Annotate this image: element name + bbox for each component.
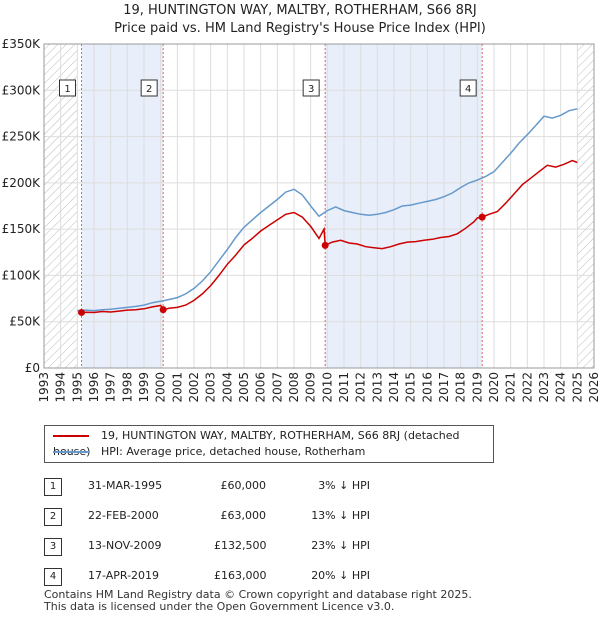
x-tick-label: 2009	[304, 372, 318, 403]
series-line-hpi	[77, 108, 578, 312]
sale-label-box	[459, 79, 477, 97]
x-tick-label: 1993	[37, 372, 51, 403]
y-tick-label: £300K	[2, 83, 42, 97]
x-tick-label: 2015	[404, 372, 418, 403]
x-tick-label: 1996	[87, 372, 101, 403]
x-tick-label: 1995	[70, 372, 84, 403]
x-tick-label: 2008	[287, 372, 301, 403]
x-tick-label: 2004	[220, 372, 234, 403]
sale-date: 17-APR-2019	[88, 569, 160, 582]
sale-point	[159, 306, 167, 314]
x-tick-label: 2017	[437, 372, 451, 403]
legend-label-hpi: HPI: Average price, detached house, Roth…	[101, 445, 366, 458]
x-tick-label: 2014	[387, 372, 401, 403]
y-tick-label: £200K	[2, 176, 42, 190]
x-tick-label: 2011	[337, 372, 351, 403]
table-row: 4 17-APR-2019 £163,000 20% ↓ HPI	[44, 564, 484, 594]
sale-price: £60,000	[220, 479, 267, 492]
table-row: 2 22-FEB-2000 £63,000 13% ↓ HPI	[44, 504, 484, 534]
x-tick-label: 2001	[170, 372, 184, 403]
sale-number-badge: 2	[44, 508, 62, 526]
legend-label-property: 19, HUNTINGTON WAY, MALTBY, ROTHERHAM, S…	[53, 429, 460, 458]
x-tick-label: 1998	[120, 372, 134, 403]
hatched-period	[577, 44, 594, 368]
x-tick-label: 2021	[504, 372, 518, 403]
sale-date: 31-MAR-1995	[88, 479, 163, 492]
x-tick-label: 2006	[254, 372, 268, 403]
chart-svg: £0 £50K £100K £150K £200K £250K £300K £350K 1993…	[2, 37, 600, 403]
x-tick-label: 2024	[554, 372, 568, 403]
sale-point	[78, 308, 85, 316]
footer-licence: This data is licensed under the Open Gov…	[44, 600, 395, 613]
sale-label-number: 4	[465, 84, 471, 95]
x-tick-label: 2016	[420, 372, 434, 403]
sale-point	[321, 241, 329, 249]
table-row: 1 31-MAR-1995 £60,000 3% ↓ HPI	[44, 474, 484, 504]
sale-label-number: 1	[64, 84, 70, 95]
sale-label-box	[59, 79, 76, 97]
sale-label-box	[302, 79, 320, 97]
x-tick-label: 2000	[154, 372, 168, 403]
sale-point	[478, 213, 486, 221]
sale-date: 13-NOV-2009	[88, 539, 162, 552]
sale-price: £63,000	[220, 509, 267, 522]
sale-hpi-diff: 13% ↓ HPI	[311, 509, 370, 522]
legend-swatch-hpi	[53, 451, 89, 453]
legend-item-property: 19, HUNTINGTON WAY, MALTBY, ROTHERHAM, S…	[53, 428, 493, 458]
plot-frame	[43, 43, 595, 369]
sales-table: 1 31-MAR-1995 £60,000 3% ↓ HPI 2 22-FEB-…	[44, 474, 484, 594]
sale-date: 22-FEB-2000	[88, 509, 159, 522]
x-tick-label: 2019	[470, 372, 484, 403]
x-tick-label: 2025	[570, 372, 584, 403]
x-tick-label: 2020	[487, 372, 501, 403]
x-tick-label: 2026	[587, 372, 600, 403]
x-tick-label: 1994	[54, 372, 68, 403]
sale-price: £132,500	[214, 539, 267, 552]
sale-hpi-diff: 23% ↓ HPI	[311, 539, 370, 552]
legend-item-hpi: HPI: Average price, detached house, Roth…	[53, 444, 365, 460]
table-row: 3 13-NOV-2009 £132,500 23% ↓ HPI	[44, 534, 484, 564]
x-tick-label: 2010	[320, 372, 334, 403]
x-tick-label: 2022	[520, 372, 534, 403]
x-tick-label: 2003	[204, 372, 218, 403]
footer-copyright: Contains HM Land Registry data © Crown c…	[44, 588, 472, 601]
x-tick-label: 1997	[104, 372, 118, 403]
sale-hpi-diff: 20% ↓ HPI	[311, 569, 370, 582]
y-tick-label: £150K	[2, 222, 42, 236]
sale-number-badge: 1	[44, 478, 62, 496]
x-tick-label: 2012	[354, 372, 368, 403]
y-tick-label: £0	[25, 361, 40, 375]
sale-price: £163,000	[214, 569, 267, 582]
x-tick-label: 2002	[187, 372, 201, 403]
x-tick-label: 2007	[270, 372, 284, 403]
x-tick-label: 2023	[537, 372, 551, 403]
chart-title-line1: 19, HUNTINGTON WAY, MALTBY, ROTHERHAM, S…	[123, 3, 477, 18]
sale-label-number: 2	[146, 84, 152, 95]
x-tick-label: 2013	[370, 372, 384, 403]
sale-number-badge: 4	[44, 568, 62, 586]
legend-swatch-property	[53, 435, 89, 437]
y-tick-label: £350K	[2, 37, 42, 51]
y-tick-label: £100K	[2, 268, 42, 282]
sale-label-box	[140, 79, 158, 97]
shaded-period	[81, 44, 164, 368]
x-tick-label: 1999	[137, 372, 151, 403]
chart-title: 19, HUNTINGTON WAY, MALTBY, ROTHERHAM, S…	[0, 2, 600, 38]
sale-hpi-diff: 3% ↓ HPI	[318, 479, 370, 492]
legend: 19, HUNTINGTON WAY, MALTBY, ROTHERHAM, S…	[44, 425, 494, 463]
y-tick-label: £50K	[9, 315, 41, 329]
sale-label-number: 3	[308, 84, 314, 95]
sale-number-badge: 3	[44, 538, 62, 556]
footer: Contains HM Land Registry data © Crown c…	[44, 589, 472, 613]
x-tick-label: 2018	[454, 372, 468, 403]
x-tick-label: 2005	[237, 372, 251, 403]
chart-title-line2: Price paid vs. HM Land Registry's House …	[114, 21, 486, 36]
y-tick-label: £250K	[2, 130, 42, 144]
